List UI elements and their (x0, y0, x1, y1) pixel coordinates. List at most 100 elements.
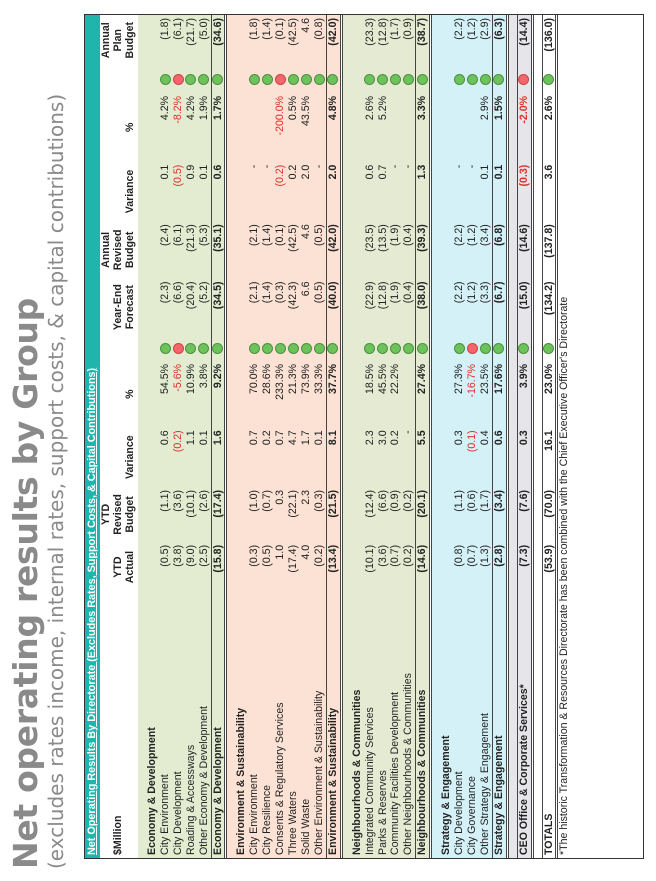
annual-status-cell (172, 65, 185, 92)
table-row: Other Neighbourhoods & Communities (0.2) (… (402, 15, 416, 858)
annual-budget-cell: (0.5) (312, 224, 325, 247)
ytd-variance-cell: 0.4 (478, 430, 491, 446)
yef-cell: (0.4) (402, 281, 415, 304)
table-row: Community Facilities Development (0.7) (0.… (389, 15, 403, 858)
spacer-cell (226, 15, 236, 858)
annual-variance-cell: - (465, 164, 478, 169)
ytd-status-cell (313, 336, 326, 361)
group-heading: Environment & Sustainability (235, 707, 248, 855)
spacer-row (341, 15, 351, 858)
annual-budget-cell: (6.8) (492, 221, 508, 279)
row-label: City Development (453, 771, 466, 855)
annual-pct-cell: -8.2% (171, 95, 184, 124)
ytd-pct-cell: 3.8% (197, 363, 210, 389)
annual-status-cell (415, 65, 431, 93)
ytd-actual-cell: (15.8) (211, 541, 226, 593)
annual-status-cell (185, 65, 198, 92)
annual-variance-cell: 0.1 (158, 164, 171, 180)
red-status-indicator-icon (172, 342, 184, 354)
annual-status-cell (287, 65, 300, 92)
ytd-status-cell (542, 335, 557, 361)
yef-cell: (0.3) (274, 281, 287, 304)
ytd-variance-cell: - (402, 430, 415, 434)
ytd-actual-cell: (0.3) (248, 544, 261, 567)
green-status-indicator-icon (287, 73, 299, 85)
annual-status-cell (492, 65, 508, 93)
header-ytd-pct: % (124, 389, 136, 399)
annual-pct-cell: 2.6% (542, 92, 557, 162)
footnote: *The historic Transformation & Resources… (558, 296, 571, 855)
ytd-status-cell (248, 336, 261, 361)
ytd-status-cell (274, 336, 287, 361)
plan-cell: (0.9) (402, 18, 415, 40)
row-label: Parks & Reserves (376, 770, 389, 855)
annual-variance-cell: (0.5) (171, 164, 184, 187)
ytd-actual-cell: (53.9) (542, 541, 557, 593)
annual-status-cell (542, 65, 557, 93)
green-status-indicator-icon (390, 342, 402, 354)
group-heading-row: Environment & Sustainability (235, 15, 249, 858)
green-status-indicator-icon (185, 73, 197, 85)
plan-cell: (5.0) (197, 18, 210, 40)
ytd-budget-cell: (6.6) (376, 489, 389, 512)
green-status-indicator-icon (249, 342, 261, 354)
annual-status-cell (326, 65, 342, 93)
ytd-variance-cell: 5.5 (415, 427, 431, 487)
subtotal-row: Neighbourhoods & Communities (14.6) (20.1)… (415, 15, 431, 858)
group-heading-row: Strategy & Engagement (440, 15, 454, 858)
plan-cell: (12.8) (376, 18, 389, 46)
ytd-budget-cell: (0.2) (402, 489, 415, 512)
header-label: $Million (112, 815, 124, 855)
ytd-actual-cell: (3.6) (376, 544, 389, 567)
annual-budget-cell: (21.3) (184, 224, 197, 252)
green-status-indicator-icon (198, 73, 210, 85)
ytd-budget-cell: 2.3 (299, 489, 312, 505)
annual-status-cell (517, 65, 533, 93)
annual-variance-cell: 0.1 (197, 164, 210, 180)
plan-cell: (0.8) (312, 18, 325, 40)
header-yef: Year-End Forecast (112, 284, 136, 331)
ytd-variance-cell: 4.7 (287, 430, 300, 446)
green-status-indicator-icon (198, 342, 210, 354)
ytd-status-cell (198, 336, 211, 361)
plan-cell: (0.1) (274, 18, 287, 40)
annual-pct-cell: 5.2% (376, 95, 389, 121)
annual-variance-cell: - (389, 164, 402, 169)
yef-cell: (6.7) (492, 278, 508, 336)
annual-variance-cell: - (312, 164, 325, 169)
header-annual-status (100, 65, 138, 92)
ytd-status-cell (287, 336, 300, 361)
annual-status-cell (159, 65, 172, 92)
footnote-row: *The historic Transformation & Resources… (557, 15, 571, 858)
header-ytd-actual: YTD Actual (112, 550, 136, 584)
annual-variance-cell: - (453, 164, 466, 169)
plan-cell: (1.4) (261, 18, 274, 40)
ytd-variance-cell: (0.2) (171, 430, 184, 453)
ytd-variance-cell: 0.1 (197, 430, 210, 446)
annual-pct-cell (453, 93, 466, 162)
header-annual-budget: Annual Revised Budget (100, 229, 136, 271)
yef-cell: (5.2) (197, 281, 210, 304)
annual-variance-cell: - (402, 164, 415, 169)
results-table-container: Net Operating Results By Directorate (Ex… (84, 14, 644, 859)
ytd-variance-cell: 0.3 (453, 430, 466, 446)
plan-cell: (42.5) (287, 18, 300, 46)
annual-variance-cell: 0.2 (287, 164, 300, 180)
green-status-indicator-icon (493, 342, 505, 354)
ytd-pct-cell: -16.7% (465, 363, 478, 398)
yef-cell: (42.3) (287, 281, 300, 310)
ytd-actual-cell: 1.0 (274, 544, 287, 560)
green-status-indicator-icon (261, 73, 273, 85)
annual-pct-cell: 1.9% (197, 95, 210, 121)
ytd-variance-cell: (0.1) (465, 430, 478, 453)
row-label: Three Waters (287, 791, 300, 855)
header-row: $Million YTD Actual YTD Revised Budget V… (100, 15, 138, 858)
annual-budget-cell: (1.2) (465, 224, 478, 247)
plan-cell: (38.7) (415, 15, 431, 66)
green-status-indicator-icon (274, 342, 286, 354)
ytd-status-cell (211, 335, 226, 361)
plan-cell: (6.3) (492, 15, 508, 66)
ytd-actual-cell: (0.5) (158, 544, 171, 567)
green-status-indicator-icon (479, 73, 491, 85)
ytd-variance-cell: 0.6 (158, 430, 171, 446)
